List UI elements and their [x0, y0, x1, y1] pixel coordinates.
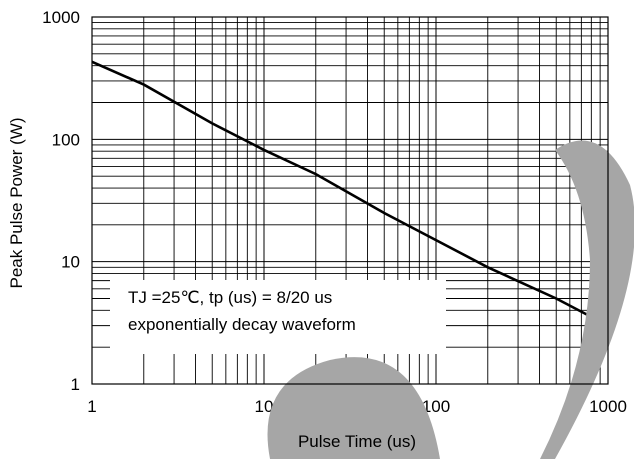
x-tick-label: 10 — [255, 397, 274, 416]
x-tick-label: 1 — [87, 397, 96, 416]
watermark-shape — [267, 357, 440, 459]
plot-frame — [91, 16, 609, 385]
y-tick-label: 10 — [61, 253, 80, 272]
y-axis-label: Peak Pulse Power (W) — [7, 118, 26, 289]
annotation-line-1: TJ =25℃, tp (us) = 8/20 us — [128, 288, 332, 307]
watermark-logo — [267, 140, 634, 459]
x-tick-label: 1000 — [589, 397, 627, 416]
x-tick-label: 100 — [422, 397, 450, 416]
y-tick-label: 100 — [52, 130, 80, 149]
annotation-line-2: exponentially decay waveform — [128, 315, 356, 334]
series-line — [91, 60, 609, 327]
watermark-shape — [540, 140, 634, 459]
y-tick-label: 1 — [71, 375, 80, 394]
tick-labels: 1 10 100 1000 1 10 100 1000 — [42, 8, 627, 416]
annotation-box — [110, 280, 446, 354]
y-tick-label: 1000 — [42, 8, 80, 27]
x-axis-label: Pulse Time (us) — [298, 432, 416, 451]
